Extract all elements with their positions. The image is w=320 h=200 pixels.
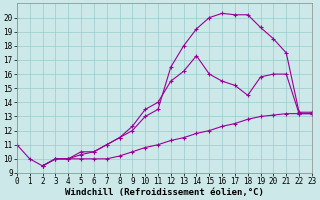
X-axis label: Windchill (Refroidissement éolien,°C): Windchill (Refroidissement éolien,°C) [65,188,264,197]
